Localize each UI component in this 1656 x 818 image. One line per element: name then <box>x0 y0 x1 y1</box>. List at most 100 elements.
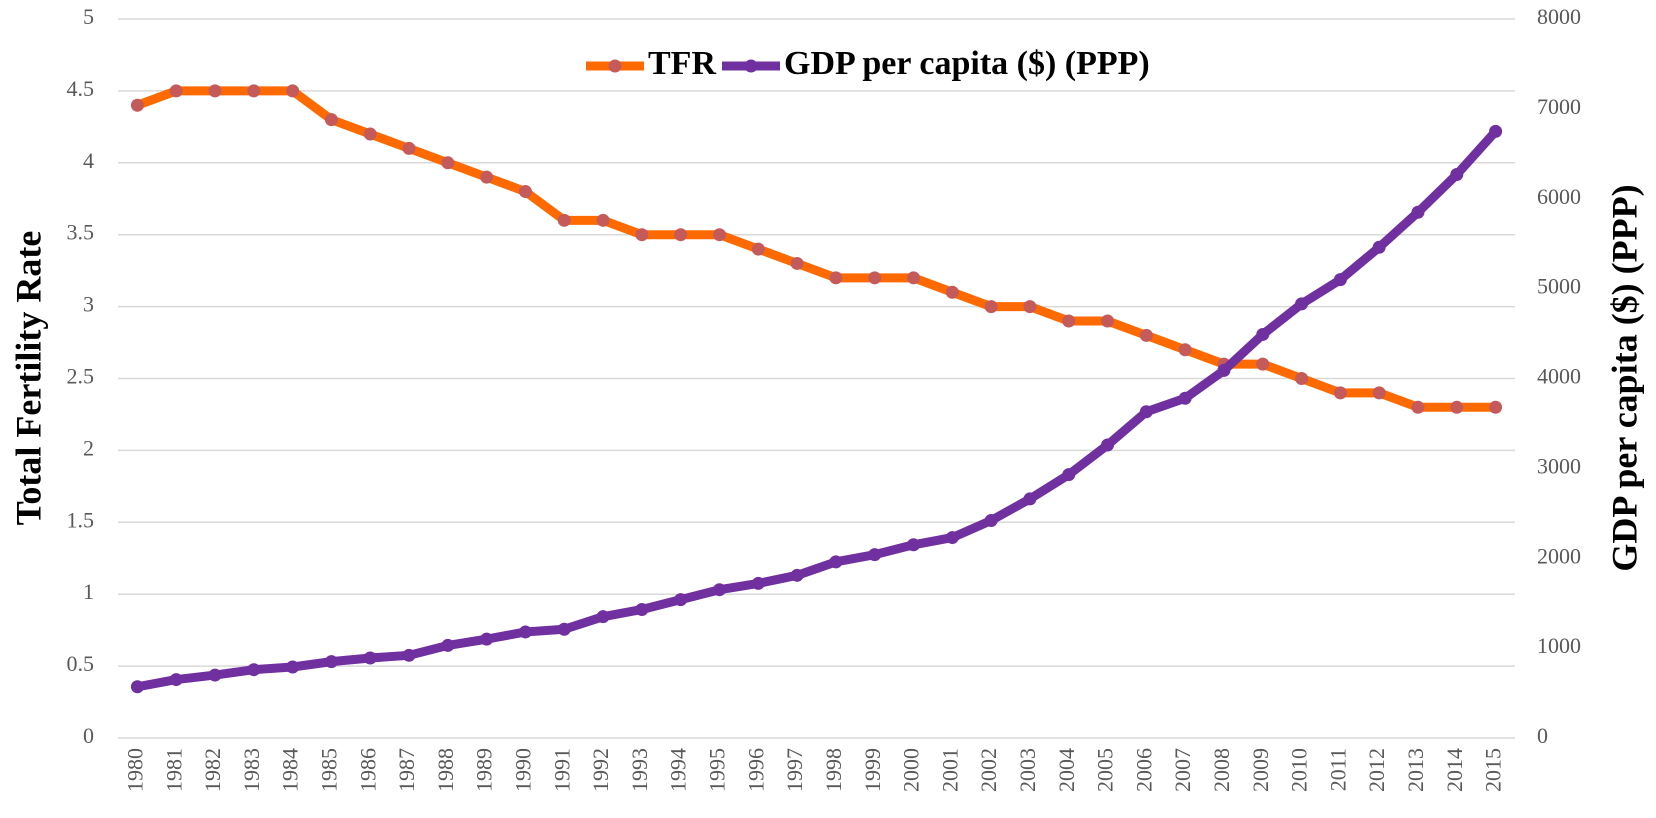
marker <box>596 213 610 227</box>
marker <box>518 185 532 199</box>
marker <box>945 531 959 545</box>
x-tick-label: 2002 <box>976 748 1001 792</box>
marker <box>945 285 959 299</box>
marker <box>790 568 804 582</box>
marker <box>324 113 338 127</box>
marker <box>480 632 494 646</box>
x-tick-label: 1985 <box>316 748 341 792</box>
marker <box>1450 167 1464 181</box>
x-tick-label: 2005 <box>1093 748 1118 792</box>
marker <box>1411 400 1425 414</box>
x-tick-label: 1996 <box>743 748 768 792</box>
y2-tick-label: 0 <box>1537 723 1548 748</box>
y2-tick-label: 5000 <box>1537 274 1581 299</box>
x-tick-label: 2000 <box>899 748 924 792</box>
marker <box>790 256 804 270</box>
y-tick-label: 4 <box>83 148 94 173</box>
marker <box>712 228 726 242</box>
y-tick-label: 3.5 <box>67 220 95 245</box>
marker <box>596 610 610 624</box>
marker <box>557 213 571 227</box>
marker <box>1333 273 1347 287</box>
marker <box>130 680 144 694</box>
y-tick-label: 1 <box>83 579 94 604</box>
marker <box>1411 205 1425 219</box>
x-tick-label: 1984 <box>278 748 303 792</box>
marker <box>286 84 300 98</box>
y-tick-label: 3 <box>83 292 94 317</box>
marker <box>1295 297 1309 311</box>
x-tick-label: 2014 <box>1442 748 1467 792</box>
x-tick-label: 1987 <box>394 748 419 792</box>
marker <box>169 673 183 687</box>
marker <box>1023 300 1037 314</box>
y-tick-label: 0.5 <box>67 651 95 676</box>
x-tick-label: 1993 <box>627 748 652 792</box>
x-tick-label: 2001 <box>937 748 962 792</box>
marker <box>1178 391 1192 405</box>
marker <box>984 300 998 314</box>
marker <box>868 548 882 562</box>
marker <box>441 156 455 170</box>
marker <box>1295 372 1309 385</box>
marker <box>208 84 222 98</box>
x-tick-label: 2004 <box>1054 748 1079 792</box>
marker <box>1062 468 1076 482</box>
marker <box>169 84 183 98</box>
y-axis-title: Total Fertility Rate <box>8 231 48 526</box>
marker <box>1256 357 1270 371</box>
x-tick-label: 1981 <box>161 748 186 792</box>
legend-marker <box>744 59 758 73</box>
x-tick-label: 1990 <box>511 748 536 792</box>
y-tick-label: 5 <box>83 4 94 29</box>
marker <box>751 576 765 590</box>
marker <box>1489 400 1503 414</box>
x-tick-label: 1995 <box>705 748 730 792</box>
y-tick-label: 0 <box>83 723 94 748</box>
y-tick-label: 2.5 <box>67 364 95 389</box>
legend-marker <box>608 59 622 73</box>
marker <box>247 84 261 98</box>
marker <box>208 668 222 682</box>
x-tick-label: 2015 <box>1481 748 1506 792</box>
marker <box>635 228 649 242</box>
marker <box>907 271 921 285</box>
marker <box>984 514 998 528</box>
y2-tick-label: 3000 <box>1537 453 1581 478</box>
series-line <box>136 128 1499 692</box>
x-tick-label: 2009 <box>1248 748 1273 792</box>
y2-tick-label: 1000 <box>1537 633 1581 658</box>
x-tick-label: 1994 <box>666 748 691 792</box>
marker <box>1450 400 1464 414</box>
marker <box>868 271 882 285</box>
marker <box>674 593 688 607</box>
x-tick-label: 1999 <box>860 748 885 792</box>
marker <box>441 638 455 652</box>
marker <box>829 271 843 285</box>
x-tick-label: 2012 <box>1364 748 1389 792</box>
marker <box>286 660 300 674</box>
marker <box>1333 386 1347 400</box>
marker <box>402 648 416 662</box>
marker <box>1101 314 1115 328</box>
x-tick-label: 2010 <box>1287 748 1312 792</box>
y-tick-label: 2 <box>83 435 94 460</box>
marker <box>1101 438 1115 452</box>
x-tick-label: 2003 <box>1015 748 1040 792</box>
x-tick-label: 2008 <box>1209 748 1234 792</box>
marker <box>829 555 843 569</box>
legend-label: GDP per capita ($) (PPP) <box>784 45 1150 82</box>
x-tick-label: 2007 <box>1170 748 1195 792</box>
marker <box>674 228 688 242</box>
legend-label: TFR <box>648 45 716 82</box>
marker <box>363 127 377 141</box>
marker <box>1139 328 1153 342</box>
marker <box>751 242 765 256</box>
x-tick-label: 1988 <box>433 748 458 792</box>
y-tick-label: 1.5 <box>67 507 95 532</box>
marker <box>1489 124 1503 138</box>
x-tick-label: 1982 <box>200 748 225 792</box>
marker <box>1139 405 1153 419</box>
y2-axis-title: GDP per capita ($) (PPP) <box>1604 184 1644 571</box>
